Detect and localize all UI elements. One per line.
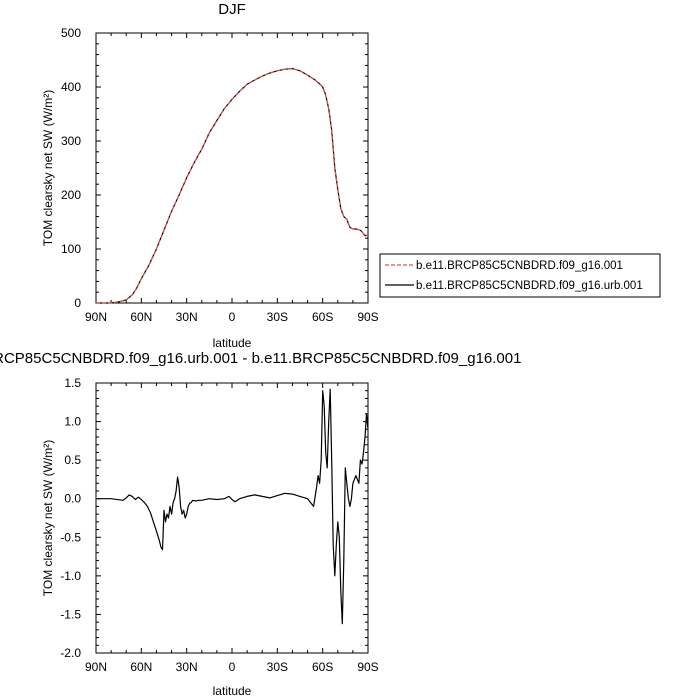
bottom-y-tick-label: -2.0 [60, 646, 81, 660]
top-plot-frame [95, 32, 369, 304]
bottom-y-axis-label: TOM clearsky net SW (W/m²) [41, 440, 55, 596]
top-x-tick-label: 90N [85, 310, 107, 324]
top-x-tick-label: 0 [229, 310, 236, 324]
bottom-y-tick-label: -1.0 [60, 569, 81, 583]
top-chart-panel: DJF 90N 60N 30N 0 30S 60S 90S 0 100 200 300 400 500… [41, 1, 379, 350]
bottom-y-tick-label: 1.0 [64, 415, 81, 429]
bottom-x-axis-label: latitude [213, 684, 252, 698]
top-series-group [96, 67, 368, 304]
bottom-series-group [96, 388, 369, 625]
bottom-plot-frame [95, 382, 369, 654]
top-x-tick-label: 30N [176, 310, 198, 324]
top-y-tick-labels: 0 100 200 300 400 500 [61, 26, 81, 310]
top-y-tick-label: 100 [61, 242, 81, 256]
legend-label-series-2: b.e11.BRCP85C5CNBDRD.f09_g16.urb.001 [416, 280, 643, 292]
bottom-x-tick-labels: 90N 60N 30N 0 30S 60S 90S [85, 660, 379, 674]
top-y-axis-label: TOM clearsky net SW (W/m²) [41, 90, 55, 246]
bottom-x-tick-label: 30S [267, 660, 288, 674]
top-y-tick-label: 0 [74, 296, 81, 310]
bottom-x-tick-label: 0 [229, 660, 236, 674]
legend-label-series-1: b.e11.BRCP85C5CNBDRD.f09_g16.001 [416, 260, 623, 272]
top-series-line-1 [96, 67, 368, 304]
top-axis-ticks [95, 32, 369, 304]
bottom-series-line-1 [96, 388, 369, 625]
bottom-chart-panel: b.e11.BRCP85C5CNBDRD.f09_g16.urb.001 - b… [0, 350, 521, 698]
top-x-tick-labels: 90N 60N 30N 0 30S 60S 90S [85, 310, 379, 324]
top-x-tick-label: 90S [357, 310, 378, 324]
bottom-y-tick-label: 0.5 [64, 453, 81, 467]
top-y-tick-label: 300 [61, 134, 81, 148]
top-x-axis-label: latitude [213, 336, 252, 350]
legend: b.e11.BRCP85C5CNBDRD.f09_g16.001 b.e11.B… [379, 253, 661, 298]
bottom-x-tick-label: 60N [130, 660, 152, 674]
bottom-x-tick-label: 60S [312, 660, 333, 674]
top-x-tick-label: 30S [267, 310, 288, 324]
top-y-tick-label: 400 [61, 80, 81, 94]
bottom-y-tick-label: -1.5 [60, 607, 81, 621]
top-chart-title: DJF [218, 1, 246, 18]
bottom-y-tick-label: 0.0 [64, 492, 81, 506]
bottom-y-tick-label: -0.5 [60, 530, 81, 544]
bottom-y-tick-labels: 1.5 1.0 0.5 0.0 -0.5 -1.0 -1.5 -2.0 [60, 376, 81, 660]
bottom-axis-ticks [95, 382, 369, 654]
top-y-tick-label: 500 [61, 26, 81, 40]
top-y-tick-label: 200 [61, 188, 81, 202]
top-x-tick-label: 60S [312, 310, 333, 324]
bottom-x-tick-label: 30N [176, 660, 198, 674]
top-x-tick-label: 60N [130, 310, 152, 324]
bottom-chart-title: b.e11.BRCP85C5CNBDRD.f09_g16.urb.001 - b… [0, 350, 521, 367]
bottom-x-tick-label: 90S [357, 660, 378, 674]
bottom-y-tick-label: 1.5 [64, 376, 81, 390]
legend-box [379, 253, 661, 298]
bottom-x-tick-label: 90N [85, 660, 107, 674]
